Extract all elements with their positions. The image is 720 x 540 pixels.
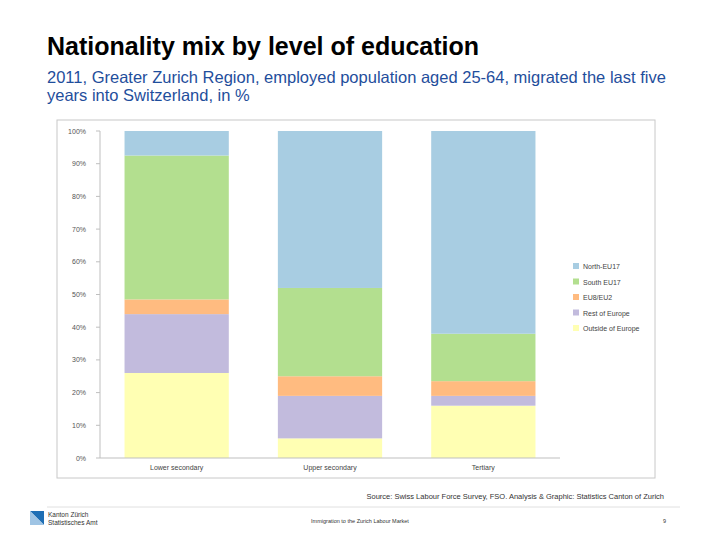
bar-segment <box>278 396 382 439</box>
y-tick-label: 90% <box>72 160 86 167</box>
y-tick-label: 0% <box>76 455 86 462</box>
x-axis <box>100 458 560 459</box>
bar-segment <box>125 314 229 373</box>
bars <box>125 131 536 458</box>
y-tick-label: 50% <box>72 291 86 298</box>
x-tick-label: Upper secondary <box>303 464 357 472</box>
y-tick-label: 100% <box>68 128 86 135</box>
legend-swatch <box>573 294 579 300</box>
bar-segment <box>278 131 382 288</box>
legend-label: Outside of Europe <box>583 325 640 333</box>
logo-text: Statistisches Amt <box>48 519 98 526</box>
y-tick-label: 20% <box>72 389 86 396</box>
bar-segment <box>431 406 535 458</box>
legend-swatch <box>573 325 579 331</box>
y-tick <box>96 359 100 360</box>
legend-label: Rest of Europe <box>583 310 630 318</box>
legend-swatch <box>573 279 579 285</box>
y-tick <box>96 392 100 393</box>
legend-label: North-EU17 <box>583 263 620 270</box>
y-tick <box>96 458 100 459</box>
y-tick-label: 60% <box>72 258 86 265</box>
logo-icon <box>30 511 44 525</box>
y-tick <box>96 261 100 262</box>
x-tick-label: Tertiary <box>472 464 495 472</box>
y-axis <box>100 131 101 458</box>
chart: 0% 10% 20% 30% 40% 50% 60% 70% 80% 90% 100% Lower s… <box>0 0 720 540</box>
logo-icon <box>30 511 44 525</box>
source: Source: Swiss Labour Force Survey, FSO. … <box>367 492 664 501</box>
x-tick-label: Lower secondary <box>150 464 204 472</box>
y-tick <box>96 163 100 164</box>
bar-segment <box>431 396 535 406</box>
legend: North-EU17 South EU17 EU8/EU2 Rest of Europ… <box>573 263 640 333</box>
y-tick-label: 80% <box>72 193 86 200</box>
y-tick-label: 40% <box>72 324 86 331</box>
legend-swatch <box>573 263 579 269</box>
subtitle: 2011, Greater Zurich Region, employed po… <box>47 68 707 104</box>
legend-label: South EU17 <box>583 279 621 286</box>
logo-text: Kanton Zürich <box>48 511 89 518</box>
bar-segment <box>278 376 382 396</box>
bar-segment <box>278 438 382 458</box>
bar-segment <box>431 334 535 381</box>
y-tick <box>96 327 100 328</box>
y-tick-label: 30% <box>72 356 86 363</box>
y-tick <box>96 131 100 132</box>
footer-rule <box>47 507 680 508</box>
legend-swatch <box>573 310 579 316</box>
y-tick <box>96 229 100 230</box>
y-tick <box>96 196 100 197</box>
footer-text: Immigration to the Zurich Labour Market <box>311 518 409 524</box>
bar-segment <box>431 381 535 396</box>
chart-frame <box>57 120 655 478</box>
bar-segment <box>278 288 382 376</box>
y-tick <box>96 294 100 295</box>
y-tick-label: 10% <box>72 422 86 429</box>
y-tick-label: 70% <box>72 226 86 233</box>
y-tick <box>96 425 100 426</box>
legend-label: EU8/EU2 <box>583 294 612 301</box>
bar-segment <box>125 156 229 300</box>
bar-segment <box>125 131 229 156</box>
bar-segment <box>125 299 229 314</box>
title: Nationality mix by level of education <box>47 32 479 61</box>
bar-segment <box>125 373 229 458</box>
bar-segment <box>431 131 535 334</box>
page-number: 9 <box>663 518 666 524</box>
